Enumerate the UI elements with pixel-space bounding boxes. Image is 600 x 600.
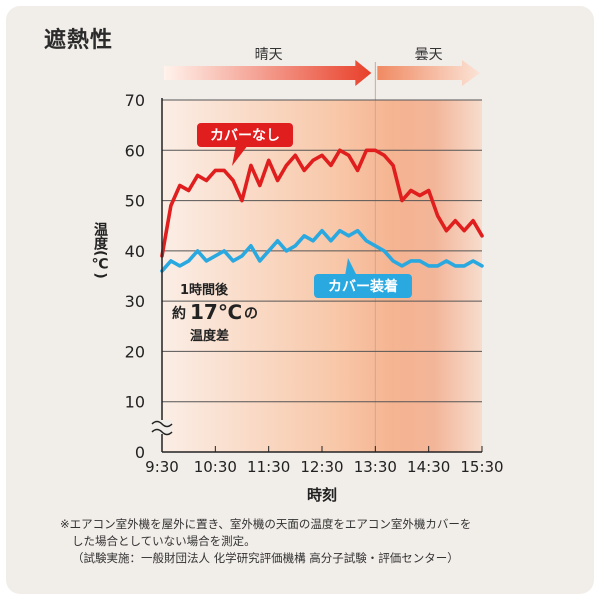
cloudy-arrow [377, 60, 480, 86]
footnote-line-2: した場合としていない場合を測定。 [72, 534, 256, 548]
y-tick-label: 30 [125, 292, 145, 311]
page-title: 遮熱性 [44, 28, 114, 53]
legend-label-no-cover: カバーなし [197, 123, 293, 166]
x-tick-label: 15:30 [460, 458, 503, 476]
x-tick-label: 13:30 [354, 458, 397, 476]
series-line-no-cover [160, 148, 484, 258]
legend-label-no-cover-pointer [232, 145, 248, 166]
sunny-arrow [164, 60, 372, 86]
axis-break-mark [151, 428, 173, 436]
x-tick-label: 14:30 [407, 458, 450, 476]
y-tick-label: 70 [125, 91, 145, 110]
y-tick-label: 0 [135, 443, 145, 462]
legend-label-with-cover: カバー装着 [314, 258, 412, 298]
y-tick-label: 50 [125, 192, 145, 211]
annotation-value: 17℃ [190, 300, 242, 324]
axis-break-mark [151, 420, 173, 428]
legend-label-no-cover-text: カバーなし [210, 128, 280, 144]
annotation-suffix: の [244, 306, 258, 322]
legend-label-no-cover-box [197, 123, 293, 147]
legend-label-with-cover-box [314, 274, 412, 298]
annotation-line-1: 1時間後 [180, 282, 229, 298]
axis-break-gap [152, 420, 172, 434]
annotation-prefix: 約 [172, 305, 186, 322]
y-axis-title: 温度(℃) [91, 222, 108, 279]
x-tick-label: 10:30 [194, 458, 237, 476]
x-tick-label: 12:30 [300, 458, 343, 476]
y-tick-label: 20 [125, 342, 145, 361]
x-tick-label: 11:30 [247, 458, 290, 476]
x-axis-title: 時刻 [307, 486, 337, 504]
y-tick-label: 10 [125, 393, 145, 412]
footnote-line-1: ※エアコン室外機を屋外に置き、室外機の天面の温度をエアコン室外機カバーを [60, 517, 472, 531]
period-label-cloudy: 曇天 [415, 47, 443, 63]
y-tick-label: 40 [125, 242, 145, 261]
annotation-line-3: 温度差 [190, 328, 229, 344]
footnote: ※エアコン室外機を屋外に置き、室外機の天面の温度をエアコン室外機カバーを した場… [60, 516, 580, 567]
period-label-sunny: 晴天 [255, 47, 283, 63]
legend-label-with-cover-text: カバー装着 [328, 278, 398, 295]
legend-label-with-cover-pointer [345, 258, 357, 276]
x-tick-label: 9:30 [145, 458, 179, 476]
footnote-line-3: （試験実施：一般財団法人 化学研究評価機構 高分子試験・評価センター） [72, 551, 459, 565]
y-tick-label: 60 [125, 141, 145, 160]
series-line-with-cover [160, 228, 484, 273]
